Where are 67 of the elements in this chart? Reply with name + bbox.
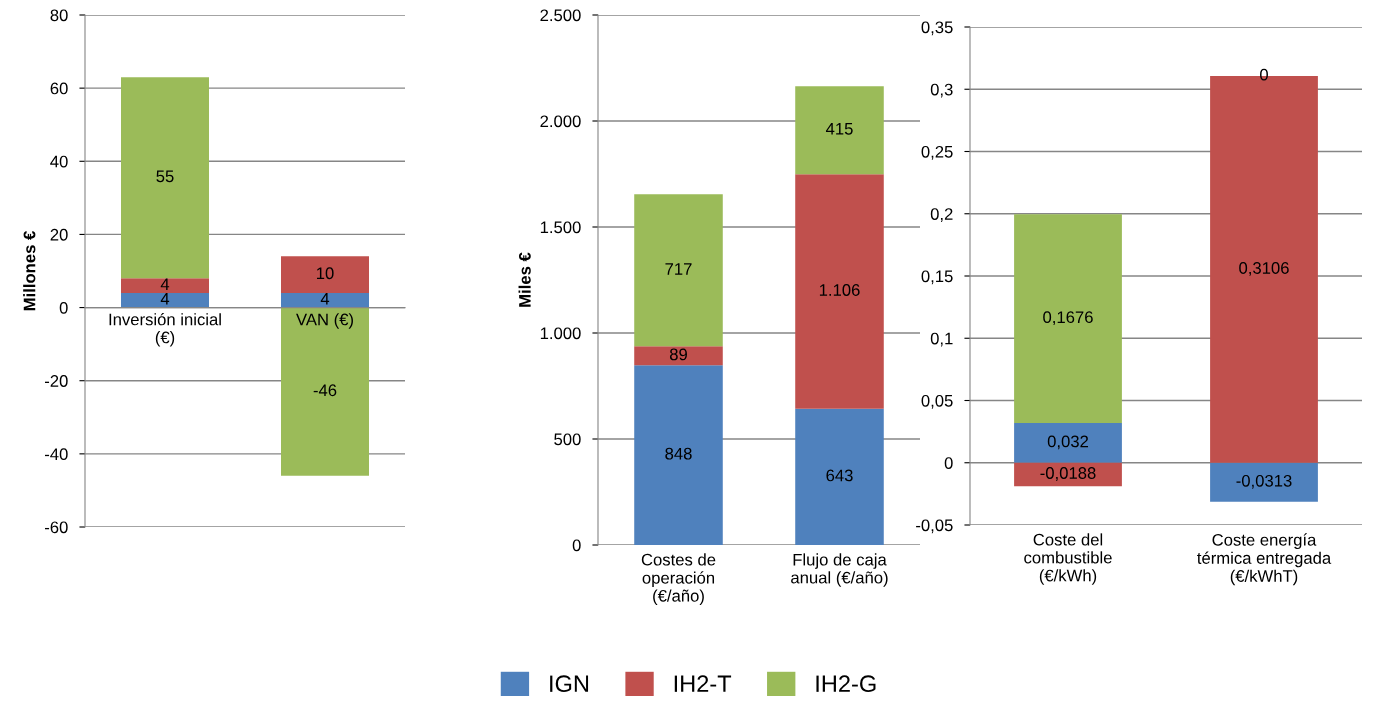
bar <box>281 256 369 293</box>
x-tick-label: Costes de operación (€/año) <box>641 553 716 605</box>
y-tick-label: 60 <box>50 82 68 95</box>
data-label: 0,032 <box>1047 435 1089 450</box>
y-tick-label: 0,2 <box>930 208 953 222</box>
y-tick-label: 0,05 <box>921 394 953 409</box>
data-label: 4 <box>320 293 330 305</box>
y-tick-label: 0 <box>59 301 68 314</box>
y-tick-label: 0,1 <box>930 332 953 347</box>
data-label: 89 <box>669 348 687 361</box>
y-tick-label: 20 <box>50 228 68 241</box>
data-label: 0,1676 <box>1043 311 1093 326</box>
y-tick-label: 0,3 <box>930 83 953 98</box>
y-tick-label: 500 <box>554 433 581 446</box>
bar <box>121 77 209 279</box>
x-tick-label: Inversión inicial (€) <box>109 312 221 347</box>
y-tick-label: 80 <box>50 9 68 22</box>
x-tick-label: Flujo de caja anual (€/año) <box>791 553 888 587</box>
bar <box>1210 462 1318 502</box>
bar <box>795 86 884 175</box>
bar <box>795 408 884 545</box>
bar <box>795 174 884 409</box>
y-tick-label: 40 <box>50 155 68 168</box>
legend-label: IH2-T <box>674 675 732 692</box>
bar <box>1014 214 1122 423</box>
y-tick-label: -20 <box>44 375 68 387</box>
bar <box>121 278 209 293</box>
y-tick-label: -0,05 <box>916 519 953 534</box>
data-label: 4 <box>160 293 170 305</box>
bar <box>634 365 723 545</box>
data-label: -46 <box>313 384 337 397</box>
x-tick-label: VAN (€) <box>296 313 353 329</box>
data-label: 10 <box>317 267 334 280</box>
data-label: 55 <box>156 170 174 183</box>
data-label: 848 <box>665 447 692 460</box>
data-label: 1.106 <box>819 284 860 296</box>
bar <box>281 292 369 308</box>
y-tick-label: 0 <box>944 457 953 469</box>
bar <box>281 307 369 476</box>
y-tick-label: 2.500 <box>540 9 581 22</box>
x-tick-label: Coste del combustible (€/kWh) <box>1024 533 1112 585</box>
data-label: -0,0188 <box>1040 467 1096 481</box>
y-tick-label: -60 <box>44 521 68 534</box>
bar <box>1014 422 1122 463</box>
y-axis-title: Millones € <box>23 231 36 311</box>
data-label: 0,3106 <box>1239 262 1289 276</box>
y-tick-label: 0,35 <box>921 21 953 36</box>
data-label: -0,0313 <box>1236 474 1292 489</box>
y-tick-label: -40 <box>44 448 68 461</box>
y-tick-label: 1.000 <box>540 327 581 340</box>
legend-label: IGN <box>550 675 589 693</box>
bar <box>634 346 723 366</box>
y-tick-label: 1.500 <box>540 221 581 234</box>
bar <box>1014 462 1122 487</box>
y-axis-title: Miles € <box>518 252 531 307</box>
bar <box>121 292 209 308</box>
data-label: 4 <box>160 278 170 290</box>
data-label: 415 <box>825 123 853 135</box>
data-label: 717 <box>665 263 692 275</box>
y-tick-label: 0,15 <box>921 270 953 285</box>
bar <box>634 194 723 347</box>
data-label: 643 <box>826 469 853 482</box>
x-tick-label: Coste energía térmica entregada (€/kWhT) <box>1197 533 1332 586</box>
y-tick-label: 0,25 <box>921 145 953 160</box>
y-tick-label: 2.000 <box>540 115 581 128</box>
legend-label: IH2-G <box>816 675 876 693</box>
y-tick-label: 0 <box>572 539 581 552</box>
